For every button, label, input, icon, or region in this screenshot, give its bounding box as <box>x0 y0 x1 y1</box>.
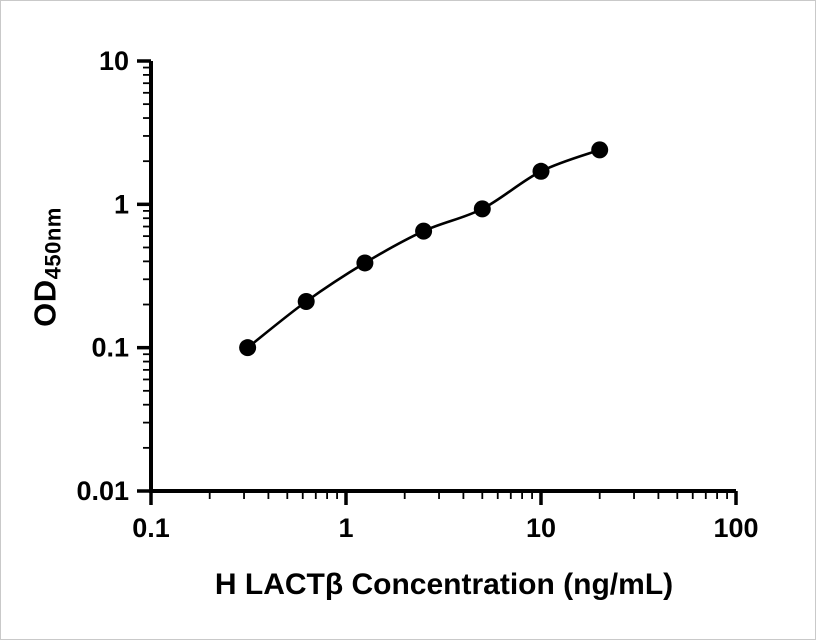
x-tick-label: 0.1 <box>132 513 170 543</box>
data-point <box>415 222 433 240</box>
data-point <box>591 141 609 159</box>
x-tick-label: 100 <box>713 513 758 543</box>
data-point <box>532 162 550 180</box>
y-axis-label-subscript: 450nm <box>40 207 66 280</box>
data-point <box>239 339 257 357</box>
fit-curve <box>246 148 601 349</box>
y-tick-label: 10 <box>99 46 129 76</box>
data-point <box>297 292 315 310</box>
data-point <box>356 254 374 272</box>
x-axis-label: H LACTβ Concentration (ng/mL) <box>214 568 674 601</box>
y-tick-label: 1 <box>114 189 129 219</box>
data-point <box>473 200 491 218</box>
y-axis-label: OD450nm <box>28 207 67 327</box>
y-tick-label: 0.1 <box>91 333 129 363</box>
x-tick-label: 1 <box>338 513 353 543</box>
y-tick-label: 0.01 <box>76 476 129 506</box>
y-axis-label-main: OD <box>27 279 63 327</box>
x-tick-label: 10 <box>526 513 556 543</box>
